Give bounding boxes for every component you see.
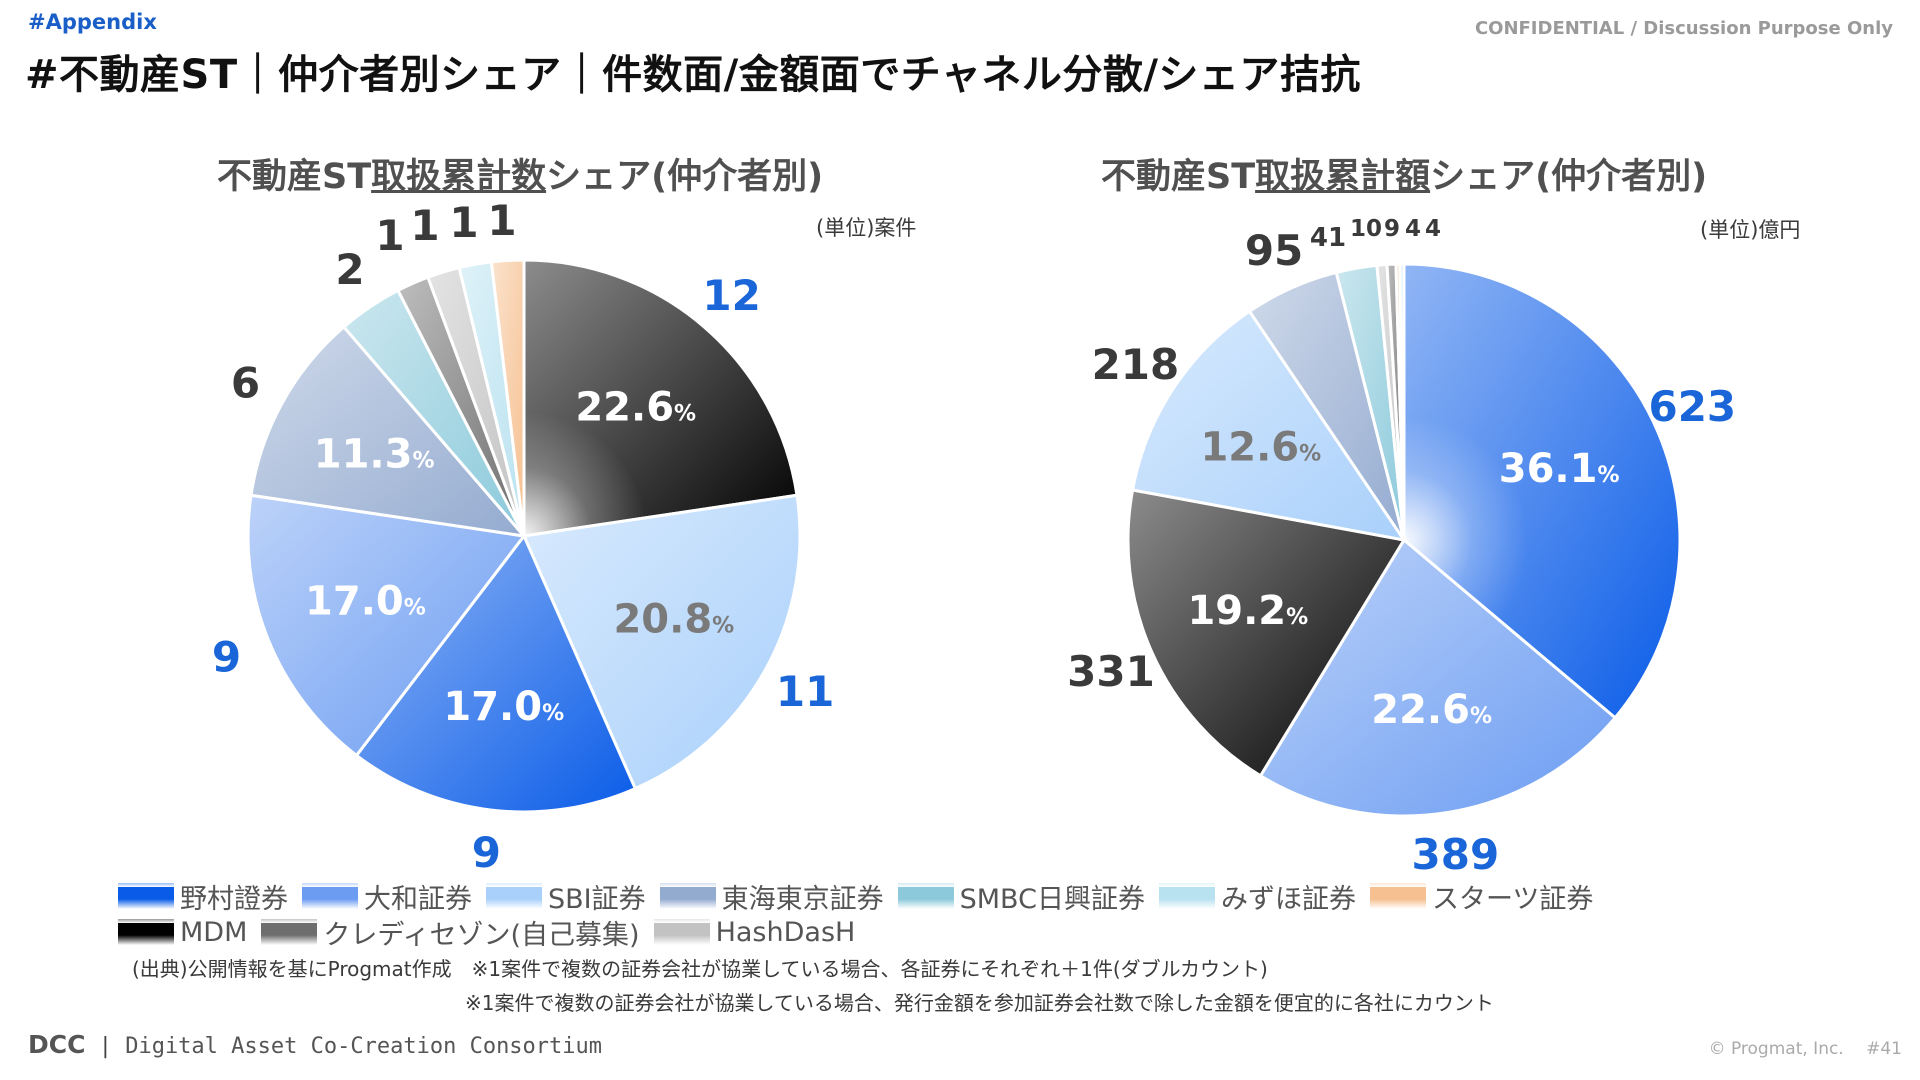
- right-chart-title-underlined: 取扱累計額: [1255, 157, 1431, 197]
- legend-swatch: [118, 919, 174, 945]
- confidential-label: CONFIDENTIAL / Discussion Purpose Only: [1474, 18, 1893, 39]
- legend-swatch: [1369, 883, 1426, 909]
- footer-brand: DCC | Digital Asset Co-Creation Consorti…: [28, 1030, 602, 1059]
- consortium-name: Digital Asset Co-Creation Consortium: [125, 1034, 603, 1059]
- pct-label-2: 22.6%: [1371, 687, 1492, 733]
- value-label-3: 331: [1067, 647, 1155, 696]
- pie-slice-shade-9: [459, 261, 524, 536]
- value-label-10: 1: [487, 196, 516, 245]
- legend-label: SMBC日興証券: [959, 883, 1145, 915]
- legend-swatch: [118, 883, 174, 909]
- legend-swatch: [659, 883, 716, 909]
- right-unit-label: (単位)億円: [1700, 218, 1801, 242]
- left-unit-label: (単位)案件: [816, 216, 917, 240]
- legend-item: SMBC日興証券: [897, 877, 1145, 916]
- value-label-1: 623: [1648, 382, 1736, 431]
- right-chart-title: 不動産ST取扱累計額シェア(仲介者別): [1101, 148, 1707, 199]
- pie-slice-shade-1: [1404, 264, 1680, 718]
- left-chart-title-underlined: 取扱累計数: [371, 157, 547, 197]
- legend: 野村證券 大和証券 SBI証券 東海東京証券 SMBC日興証券 みずほ証券 スターツ証券 M…: [118, 877, 1678, 952]
- left-chart-title-post: シェア(仲介者別): [546, 157, 824, 197]
- legend-item: 野村證券: [118, 877, 288, 916]
- value-label-6: 2: [335, 245, 364, 294]
- pie-slice-shade-2: [1260, 540, 1616, 816]
- value-label-2: 389: [1412, 830, 1500, 879]
- right-chart-title-post: シェア(仲介者別): [1430, 157, 1708, 197]
- pie-slice-shade-5: [251, 326, 524, 536]
- pie-slice-shade-8: [1386, 264, 1404, 540]
- legend-label: 野村證券: [180, 883, 288, 915]
- pie-slice-shade-3: [356, 536, 636, 812]
- legend-swatch: [302, 883, 358, 909]
- legend-item: スターツ証券: [1369, 877, 1594, 916]
- legend-item: クレディセゾン(自己募集): [261, 913, 640, 952]
- legend-swatch: [486, 883, 542, 909]
- legend-label: HashDasH: [715, 916, 856, 948]
- value-label-1: 12: [702, 271, 760, 320]
- pie-slice-shade-6: [1336, 265, 1404, 540]
- page-title: #不動産ST｜仲介者別シェア｜件数面/金額面でチャネル分散/シェア拮抗: [25, 52, 1361, 98]
- legend-label: 大和証券: [364, 883, 472, 915]
- pie-slice-shade-10: [491, 260, 524, 536]
- value-label-9: 4: [1405, 216, 1421, 242]
- value-label-7: 1: [375, 211, 404, 260]
- legend-swatch: [653, 919, 710, 945]
- pie-slice-shade-6: [343, 290, 524, 536]
- value-label-8: 9: [1384, 216, 1400, 242]
- value-label-9: 1: [449, 198, 478, 247]
- legend-swatch: [1158, 883, 1215, 909]
- dcc-logo: DCC: [28, 1030, 86, 1059]
- legend-row-1: 野村證券 大和証券 SBI証券 東海東京証券 SMBC日興証券 みずほ証券 スターツ証券: [118, 877, 1678, 916]
- value-label-8: 1: [410, 201, 439, 250]
- value-label-5: 95: [1245, 226, 1303, 275]
- legend-label: みずほ証券: [1220, 883, 1356, 915]
- left-chart-title: 不動産ST取扱累計数シェア(仲介者別): [217, 148, 823, 199]
- amount-note: ※1案件で複数の証券会社が協業している場合、発行金額を参加証券会社数で除した金額…: [465, 991, 1494, 1015]
- left-chart-title-pre: 不動産ST: [217, 157, 372, 197]
- pie-slice-shade-4: [247, 495, 524, 756]
- legend-item: みずほ証券: [1158, 877, 1356, 916]
- value-label-6: 41: [1310, 223, 1346, 253]
- value-label-2: 11: [776, 667, 834, 716]
- pie-slice-shade-7: [1376, 264, 1404, 540]
- copyright: © Progmat, Inc. #41: [1708, 1039, 1902, 1059]
- legend-label: スターツ証券: [1431, 883, 1594, 915]
- legend-swatch: [261, 919, 318, 945]
- source-note: (出典)公開情報を基にProgmat作成 ※1案件で複数の証券会社が協業している…: [132, 957, 1268, 981]
- legend-item: HashDasH: [653, 916, 856, 948]
- legend-label: 東海東京証券: [721, 883, 884, 915]
- pie-slice-shade-5: [1249, 272, 1404, 540]
- value-label-4: 218: [1092, 340, 1180, 389]
- legend-swatch: [897, 883, 954, 909]
- legend-item: SBI証券: [486, 877, 646, 916]
- value-label-10: 4: [1425, 216, 1441, 242]
- legend-item: MDM: [118, 917, 247, 948]
- legend-item: 東海東京証券: [659, 877, 884, 916]
- pie-slice-shade-2: [524, 495, 800, 789]
- value-label-3: 9: [472, 828, 501, 877]
- legend-label: SBI証券: [548, 883, 646, 915]
- appendix-tag: #Appendix: [28, 10, 157, 34]
- value-label-4: 9: [212, 633, 241, 682]
- pie-slice-shade-10: [1399, 264, 1404, 540]
- pie-slice-shade-7: [397, 277, 524, 536]
- pie-slice-shade-8: [427, 267, 524, 536]
- legend-row-2: MDM クレディセゾン(自己募集) HashDasH: [118, 913, 1678, 952]
- value-label-7: 10: [1350, 216, 1382, 242]
- right-chart-title-pre: 不動産ST: [1101, 157, 1256, 197]
- pie-slice-shade-3: [1128, 489, 1404, 776]
- legend-label: MDM: [180, 916, 248, 948]
- value-label-5: 6: [231, 358, 260, 407]
- legend-label: クレディセゾン(自己募集): [323, 919, 640, 951]
- legend-item: 大和証券: [302, 877, 472, 916]
- pie-slice-shade-4: [1132, 311, 1404, 540]
- brand-divider: |: [98, 1034, 112, 1059]
